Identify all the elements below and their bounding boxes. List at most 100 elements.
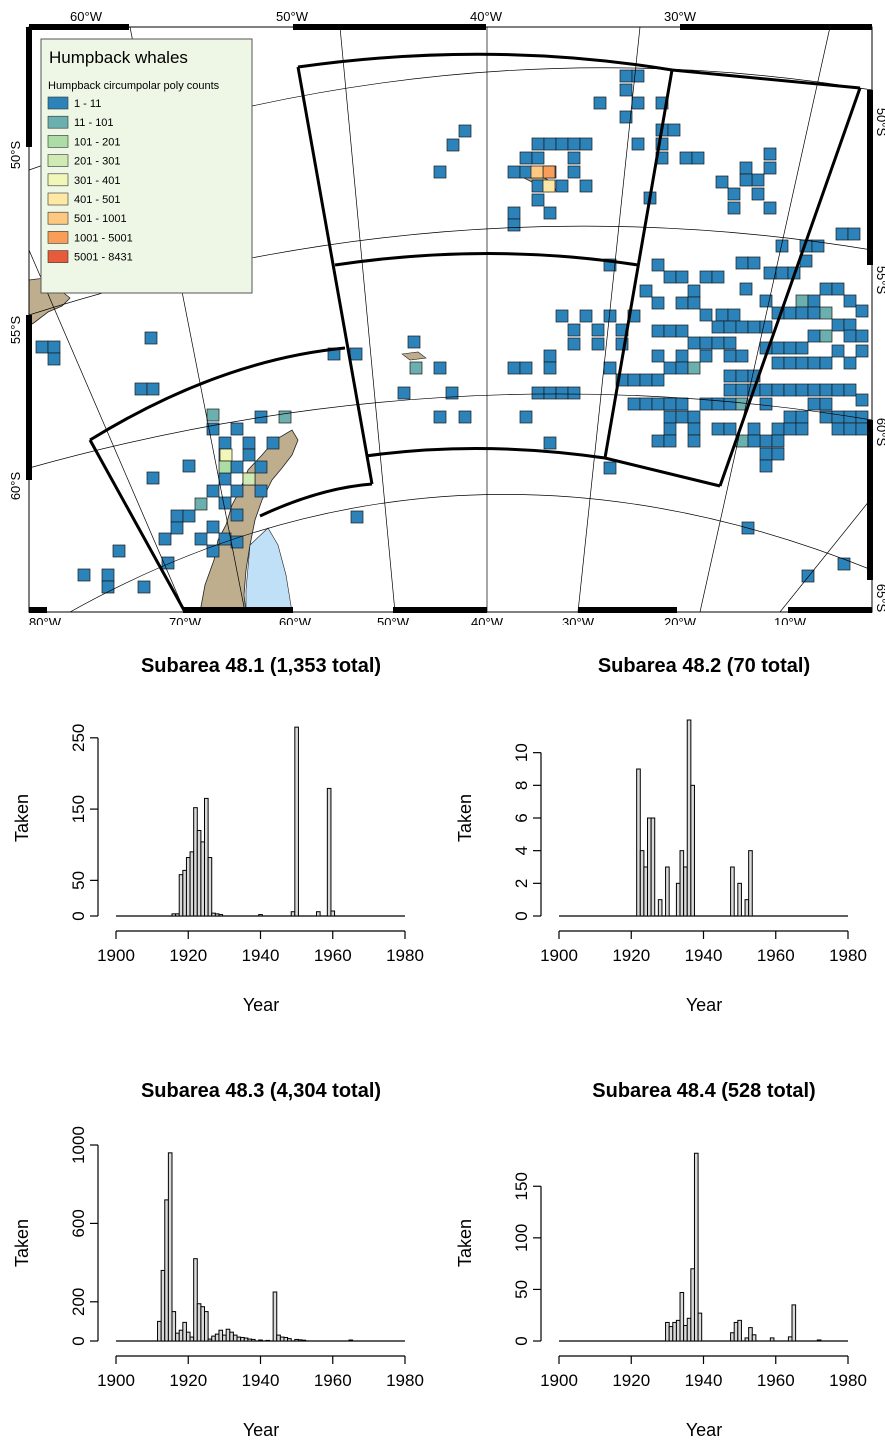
y-tick-label: 250 xyxy=(69,724,88,752)
grid-cell xyxy=(446,138,460,152)
bar xyxy=(167,1152,173,1342)
grid-cell xyxy=(579,137,593,151)
bar xyxy=(297,1339,303,1342)
chart-title: Subarea 48.3 (4,304 total) xyxy=(141,1080,381,1102)
grid-cell xyxy=(723,349,737,363)
grid-cell xyxy=(555,309,569,323)
grid-cell xyxy=(230,484,244,498)
bar xyxy=(185,857,191,917)
x-tick-label: 1960 xyxy=(314,1371,352,1390)
grid-cell xyxy=(711,320,725,334)
grid-cell xyxy=(747,434,761,448)
grid-cell xyxy=(819,329,833,343)
bar xyxy=(744,899,750,917)
grid-cell xyxy=(631,137,645,151)
grid-cell xyxy=(855,393,869,407)
bar xyxy=(276,1334,281,1342)
x-tick-label: 1900 xyxy=(540,946,578,965)
bar xyxy=(164,1199,169,1342)
grid-cell xyxy=(771,447,785,461)
grid-cell xyxy=(182,509,196,523)
grid-cell xyxy=(795,294,809,308)
grid-cell xyxy=(795,306,809,320)
grid-cell xyxy=(843,318,857,332)
grid-cell xyxy=(667,123,681,137)
grid-cell xyxy=(715,308,729,322)
grid-cell xyxy=(687,410,701,424)
x-axis-label: Year xyxy=(686,995,722,1015)
y-tick-label: 4 xyxy=(512,846,531,855)
legend-subtitle: Humpback circumpolar poly counts xyxy=(48,80,220,92)
grid-cell xyxy=(651,397,665,411)
grid-cell xyxy=(807,397,821,411)
y-tick-label: 1000 xyxy=(69,1126,88,1164)
legend-label: 1001 - 5001 xyxy=(74,232,133,244)
grid-cell xyxy=(206,520,220,534)
grid-cell xyxy=(35,340,49,354)
grid-cell xyxy=(158,532,172,546)
chart-subarea-48-1: Subarea 48.1 (1,353 total) 1900 1920 1940 19… xyxy=(12,655,424,1015)
bar xyxy=(283,1336,289,1342)
map-top-label: 40°W xyxy=(470,9,503,24)
grid-cell xyxy=(567,386,581,400)
grid-cell xyxy=(144,331,158,345)
chart-title: Subarea 48.4 (528 total) xyxy=(592,1080,815,1102)
grid-cell xyxy=(170,509,184,523)
bar xyxy=(185,1331,191,1342)
legend-label: 11 - 101 xyxy=(74,117,114,129)
bar xyxy=(647,817,652,917)
grid-cell xyxy=(687,296,701,310)
bar xyxy=(196,829,202,917)
grid-cell xyxy=(266,436,280,450)
grid-cell xyxy=(807,356,821,370)
bar xyxy=(787,1336,793,1342)
bar xyxy=(769,1337,775,1342)
grid-cell xyxy=(579,309,593,323)
grid-cell xyxy=(194,497,208,511)
grid-cell xyxy=(807,306,821,320)
y-tick-label: 0 xyxy=(69,1336,88,1345)
grid-cell xyxy=(819,397,833,411)
bar xyxy=(178,874,184,917)
x-tick-label: 1960 xyxy=(757,1371,795,1390)
grid-cell xyxy=(727,308,741,322)
grid-cell xyxy=(855,304,869,318)
bar xyxy=(218,914,224,917)
grid-cell xyxy=(542,179,556,193)
bar xyxy=(204,797,209,917)
south-orkney xyxy=(401,351,427,361)
grid-cell xyxy=(711,422,725,436)
bar xyxy=(247,1338,252,1342)
bar xyxy=(175,913,180,917)
bar xyxy=(683,1325,688,1342)
bar xyxy=(744,1337,750,1342)
grid-cell xyxy=(507,206,521,220)
grid-cell xyxy=(519,165,533,179)
grid-cell xyxy=(711,397,725,411)
grid-cell xyxy=(663,361,677,375)
grid-cell xyxy=(835,227,849,241)
bar xyxy=(222,1334,227,1342)
map-bottom-label: 20°W xyxy=(664,615,697,625)
grid-cell xyxy=(759,383,773,397)
bar xyxy=(737,1319,742,1342)
bar xyxy=(171,1311,177,1342)
bar xyxy=(650,817,656,917)
legend-label: 301 - 401 xyxy=(74,175,120,187)
bar xyxy=(636,768,641,917)
bar xyxy=(679,1292,685,1342)
grid-cell xyxy=(507,218,521,232)
grid-cell xyxy=(146,471,160,485)
bar xyxy=(326,787,332,917)
grid-cell xyxy=(699,270,713,284)
x-tick-label: 1900 xyxy=(540,1371,578,1390)
grid-cell xyxy=(242,436,256,450)
map-bottom-label: 10°W xyxy=(774,615,807,625)
grid-cell xyxy=(723,422,737,436)
y-tick-label: 0 xyxy=(512,911,531,920)
grid-cell xyxy=(663,397,677,411)
grid-cell xyxy=(567,323,581,337)
grid-cell xyxy=(230,422,244,436)
x-tick-label: 1940 xyxy=(685,1371,723,1390)
bar xyxy=(232,1334,238,1342)
